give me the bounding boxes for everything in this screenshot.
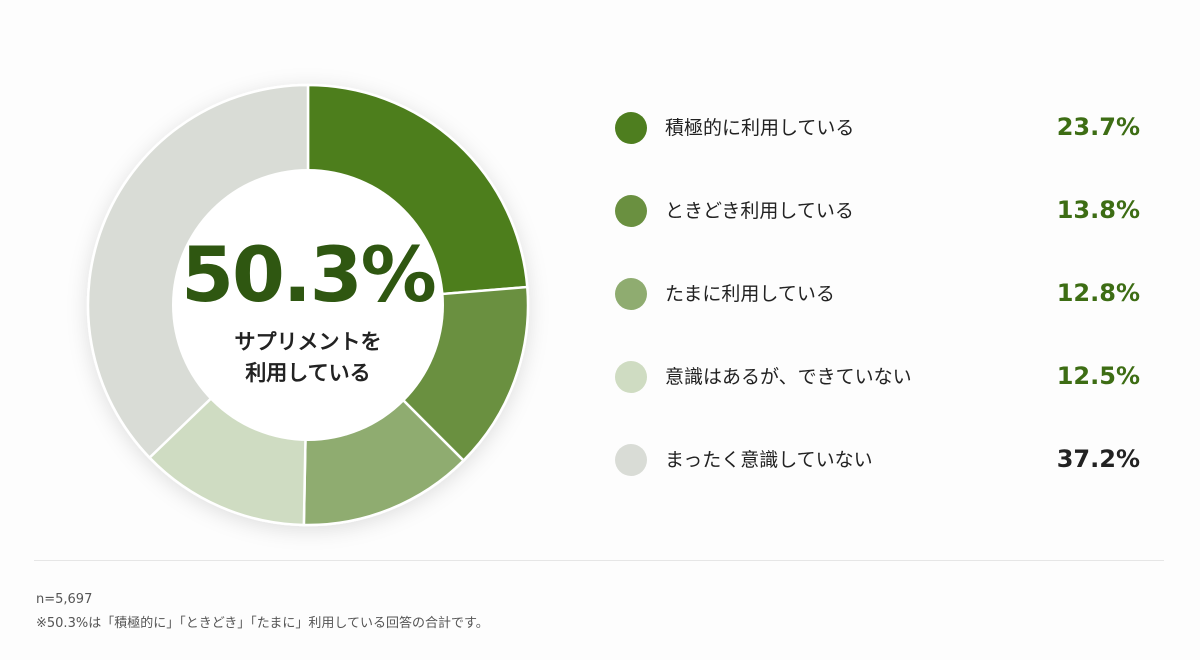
center-caption-line2: 利用している <box>245 361 371 385</box>
legend-item: ときどき利用している 13.8% <box>615 186 1155 269</box>
center-percentage: 50.3% <box>181 230 437 319</box>
footnote-text: ※50.3%は「積極的に」「ときどき」「たまに」利用している回答の合計です。 <box>36 616 489 631</box>
legend-swatch <box>615 195 647 227</box>
legend-label: ときどき利用している <box>665 200 854 222</box>
center-caption-line1: サプリメントを <box>234 330 382 354</box>
legend-item: たまに利用している 12.8% <box>615 269 1155 352</box>
legend-swatch <box>615 361 647 393</box>
legend-value: 13.8% <box>1056 196 1140 224</box>
footer-divider <box>34 560 1164 561</box>
legend-label: たまに利用している <box>665 283 835 305</box>
donut-hole <box>172 169 444 441</box>
legend-value: 12.5% <box>1056 362 1140 390</box>
chart-footnote: n=5,697 ※50.3%は「積極的に」「ときどき」「たまに」利用している回答… <box>36 588 489 636</box>
legend-swatch <box>615 278 647 310</box>
legend-swatch <box>615 444 647 476</box>
legend-item: 意識はあるが、できていない 12.5% <box>615 352 1155 435</box>
center-caption: サプリメントを 利用している <box>108 327 508 389</box>
legend-label: 意識はあるが、できていない <box>665 366 912 388</box>
donut-chart: 50.3% サプリメントを 利用している <box>58 55 558 555</box>
donut-center-label: 50.3% サプリメントを 利用している <box>108 235 508 389</box>
legend-label: まったく意識していない <box>665 449 873 471</box>
legend-value: 12.8% <box>1056 279 1140 307</box>
sample-size: n=5,697 <box>36 592 93 607</box>
legend-label: 積極的に利用している <box>665 117 855 139</box>
legend-swatch <box>615 112 647 144</box>
legend-value: 23.7% <box>1056 113 1140 141</box>
legend-item: まったく意識していない 37.2% <box>615 435 1155 518</box>
legend-item: 積極的に利用している 23.7% <box>615 103 1155 186</box>
donut-svg <box>86 83 530 527</box>
legend-value: 37.2% <box>1056 445 1140 473</box>
chart-legend: 積極的に利用している 23.7% ときどき利用している 13.8% たまに利用し… <box>615 103 1155 518</box>
